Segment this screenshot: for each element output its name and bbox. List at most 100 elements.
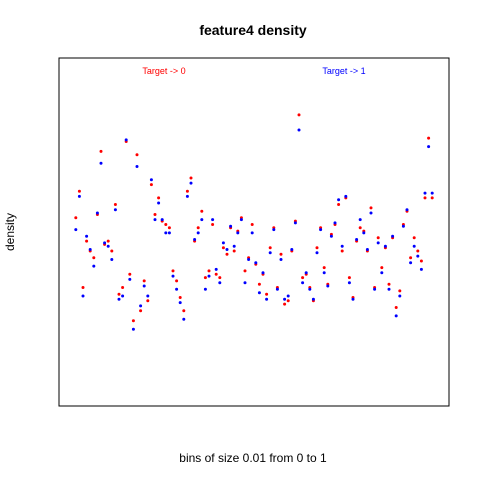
data-point-target-1 <box>250 231 254 235</box>
data-point-target-1 <box>218 281 222 285</box>
data-point-target-1 <box>189 181 193 185</box>
data-point-target-0 <box>214 272 218 276</box>
data-point-target-1 <box>77 194 81 198</box>
data-point-target-1 <box>329 234 333 238</box>
data-point-target-0 <box>315 246 319 250</box>
data-point-target-1 <box>128 277 132 281</box>
data-point-target-1 <box>92 264 96 268</box>
data-point-target-0 <box>279 252 283 256</box>
data-point-target-0 <box>99 149 103 153</box>
data-point-target-0 <box>225 252 229 256</box>
data-point-target-1 <box>117 297 121 301</box>
data-point-target-1 <box>243 281 247 285</box>
legend-target-1: Target -> 1 <box>322 66 365 76</box>
data-point-target-0 <box>211 223 215 226</box>
data-point-target-1 <box>139 304 143 308</box>
data-point-target-1 <box>380 271 384 275</box>
data-point-target-1 <box>239 218 243 222</box>
data-point-target-1 <box>167 231 171 235</box>
data-point-target-1 <box>160 218 164 222</box>
data-point-target-1 <box>398 294 402 298</box>
data-point-target-1 <box>81 294 85 298</box>
data-point-target-0 <box>232 249 236 253</box>
data-point-target-1 <box>272 228 276 232</box>
data-point-target-0 <box>250 223 254 226</box>
data-point-target-0 <box>265 292 269 296</box>
data-point-target-0 <box>189 176 193 180</box>
data-point-target-1 <box>308 287 312 291</box>
data-point-target-1 <box>106 244 110 248</box>
data-point-target-0 <box>221 246 225 250</box>
data-point-target-0 <box>110 249 114 253</box>
data-point-target-1 <box>185 194 189 198</box>
data-point-target-1 <box>333 221 337 225</box>
data-point-target-1 <box>232 244 236 248</box>
data-point-target-0 <box>376 236 380 240</box>
data-point-target-1 <box>99 161 103 165</box>
data-point-target-0 <box>340 249 344 253</box>
data-point-target-1 <box>304 271 308 275</box>
data-point-target-1 <box>95 211 99 215</box>
data-point-target-1 <box>365 248 369 251</box>
data-point-target-1 <box>297 128 301 132</box>
data-point-target-0 <box>337 203 341 206</box>
data-point-target-1 <box>85 234 89 238</box>
data-point-target-1 <box>178 301 182 305</box>
chart-title: feature4 density <box>199 22 307 38</box>
data-point-target-1 <box>164 231 168 235</box>
data-point-target-1 <box>268 251 272 255</box>
data-point-target-0 <box>412 236 416 240</box>
data-point-target-0 <box>387 282 391 286</box>
data-point-target-0 <box>358 226 362 230</box>
data-point-target-1 <box>293 221 297 225</box>
data-point-target-0 <box>257 282 261 286</box>
data-point-target-0 <box>409 256 413 260</box>
data-point-target-1 <box>182 317 186 321</box>
data-point-target-1 <box>175 287 179 291</box>
data-point-target-0 <box>380 266 384 270</box>
data-point-target-1 <box>412 244 416 248</box>
data-point-target-0 <box>185 189 189 193</box>
data-point-target-1 <box>110 258 114 261</box>
data-point-target-1 <box>200 218 204 222</box>
data-point-target-0 <box>167 226 171 230</box>
x-axis-label: bins of size 0.01 from 0 to 1 <box>179 451 327 465</box>
data-point-target-0 <box>196 226 200 230</box>
data-point-target-1 <box>347 281 351 285</box>
data-point-target-1 <box>236 231 240 235</box>
data-point-target-1 <box>203 287 207 291</box>
data-point-target-0 <box>182 309 186 313</box>
data-point-target-1 <box>135 165 139 168</box>
data-point-target-1 <box>301 281 305 285</box>
data-point-target-0 <box>171 269 175 273</box>
data-point-target-1 <box>261 271 265 275</box>
data-point-target-0 <box>153 213 157 216</box>
data-point-target-1 <box>225 248 229 251</box>
data-point-target-1 <box>391 234 395 238</box>
data-point-target-0 <box>128 272 132 276</box>
data-point-target-1 <box>121 294 125 298</box>
data-point-target-0 <box>85 239 89 243</box>
data-point-target-1 <box>427 145 431 149</box>
data-point-target-0 <box>427 136 431 140</box>
points-layer <box>74 113 434 331</box>
data-point-target-1 <box>257 291 261 295</box>
data-point-target-1 <box>358 218 362 222</box>
data-point-target-0 <box>297 113 301 117</box>
data-point-target-0 <box>142 279 146 283</box>
data-point-target-1 <box>315 251 319 255</box>
data-point-target-0 <box>157 196 161 200</box>
data-point-target-1 <box>419 267 423 271</box>
data-point-target-1 <box>214 267 218 271</box>
data-point-target-1 <box>416 254 420 258</box>
data-point-target-1 <box>229 224 233 228</box>
data-point-target-0 <box>113 203 117 206</box>
data-point-target-1 <box>265 297 269 301</box>
data-point-target-1 <box>373 287 377 291</box>
data-point-target-0 <box>430 196 434 200</box>
data-point-target-1 <box>221 241 225 245</box>
data-point-target-1 <box>211 218 215 222</box>
data-point-target-1 <box>247 258 251 261</box>
data-point-target-1 <box>405 208 409 212</box>
data-point-target-0 <box>178 296 182 299</box>
